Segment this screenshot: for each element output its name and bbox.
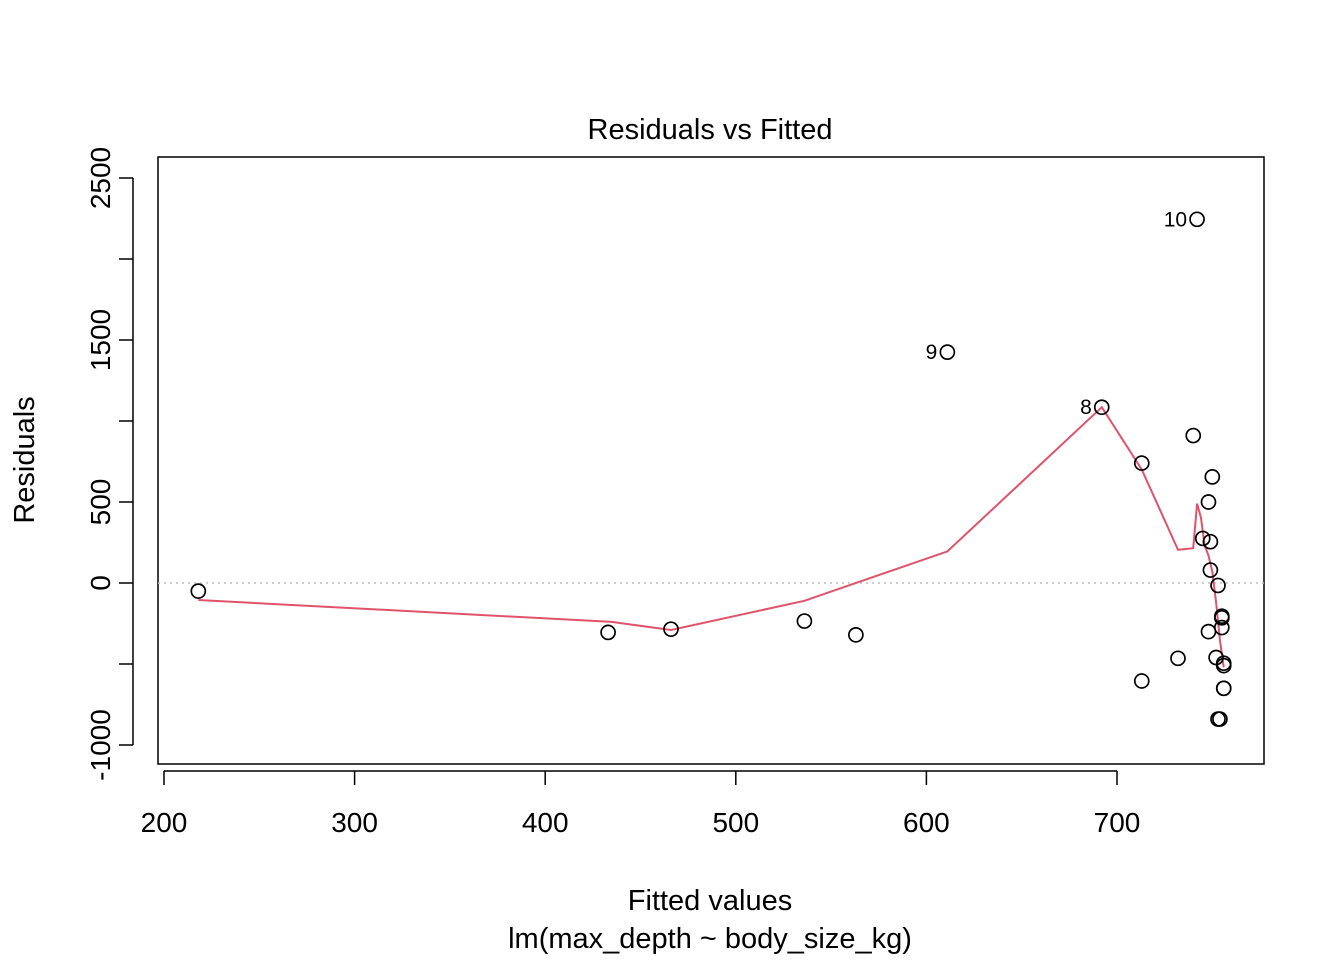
data-point [1215, 680, 1232, 697]
data-point [1210, 577, 1226, 594]
data-point [1215, 657, 1232, 674]
y-axis: -1000 0 500 1500 2500 [85, 147, 134, 781]
y-tick-label: -1000 [85, 709, 116, 781]
x-tick-label: 600 [903, 807, 950, 838]
point-label: 9 [926, 341, 938, 364]
data-point [1213, 608, 1230, 625]
chart-title: Residuals vs Fitted [588, 114, 833, 146]
data-point [1133, 673, 1150, 689]
data-point [1170, 650, 1186, 667]
data-point [1194, 530, 1211, 547]
point-labels-layer: 10 9 8 [926, 208, 1187, 419]
x-tick-label: 700 [1094, 807, 1141, 838]
y-tick-label: 500 [85, 479, 116, 526]
data-point [1133, 455, 1150, 471]
y-axis-label: Residuals [9, 396, 41, 523]
data-point [1212, 711, 1228, 727]
x-axis-label: Fitted values [628, 885, 792, 917]
data-point [1202, 562, 1219, 578]
data-point [1204, 469, 1221, 485]
x-tick-label: 200 [141, 807, 188, 838]
data-point [796, 613, 813, 629]
plot-frame [157, 156, 1265, 765]
x-tick-label: 400 [522, 807, 569, 838]
y-tick-label: 2500 [85, 147, 116, 209]
y-tick-label: 0 [85, 575, 116, 591]
x-axis: 200 300 400 500 600 700 [141, 770, 1141, 838]
data-point [1093, 399, 1110, 416]
data-point [1189, 211, 1205, 228]
data-point [1185, 427, 1202, 444]
data-point [663, 621, 679, 638]
x-tick-label: 300 [331, 807, 378, 838]
smooth-line-layer [198, 405, 1225, 668]
data-point [1200, 623, 1217, 640]
data-points-layer [190, 211, 1232, 727]
data-point [939, 344, 956, 360]
x-tick-label: 500 [712, 807, 759, 838]
point-label: 10 [1164, 208, 1187, 231]
x-axis-subtitle: lm(max_depth ~ body_size_kg) [508, 923, 912, 955]
smooth-line [198, 405, 1225, 668]
data-point [600, 624, 616, 641]
data-point [1202, 533, 1219, 550]
data-point [1213, 619, 1230, 636]
point-label: 8 [1080, 396, 1092, 419]
data-point [848, 626, 864, 643]
data-point [1200, 494, 1217, 510]
data-point [190, 583, 207, 599]
y-tick-label: 1500 [85, 309, 116, 371]
